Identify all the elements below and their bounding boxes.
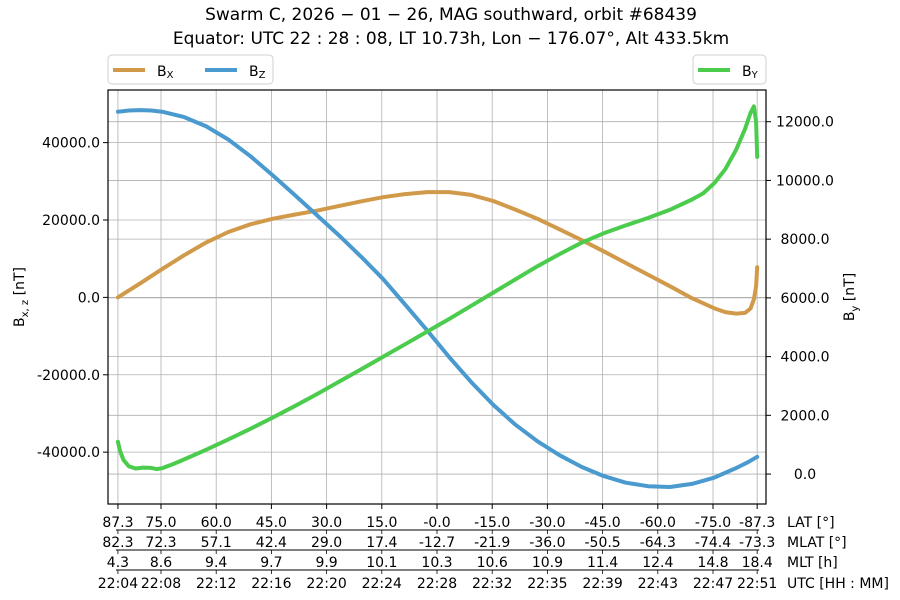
x-tick-label: -36.0 [529,535,565,551]
x-row-label: MLAT [°] [787,535,847,551]
x-tick-label: -87.3 [739,515,775,531]
x-tick-label: 22:24 [362,576,402,592]
x-tick-label: 12.4 [642,555,673,571]
x-tick-label: 22:04 [98,576,138,592]
left-tick-label: 20000.0 [42,213,100,229]
series-layer [115,104,760,489]
x-tick-label: 14.8 [697,555,728,571]
right-tick-label: 0.0 [794,467,816,483]
x-tick-label: 22:12 [196,576,236,592]
x-tick-label: 22:32 [472,576,512,592]
left-axis-label: Bx, z [nT] [12,267,31,327]
x-tick-label: 15.0 [366,515,397,531]
x-tick-label: 29.0 [311,535,342,551]
left-tick-label: -40000.0 [37,445,100,461]
chart-title: Swarm C, 2026 − 01 − 26, MAG southward, … [205,5,697,25]
x-tick-label: 75.0 [145,515,176,531]
x-tick-label: -15.0 [474,515,510,531]
left-tick-label: -20000.0 [37,368,100,384]
x-tick-label: 10.9 [532,555,563,571]
x-tick-label: -75.0 [695,515,731,531]
x-tick-label: 42.4 [256,535,287,551]
grid-horizontal-left [108,142,766,453]
x-tick-label: 9.9 [315,555,337,571]
x-tick-label: -45.0 [584,515,620,531]
x-tick-label: 22:16 [251,576,291,592]
x-tick-label: 22:20 [306,576,346,592]
x-tick-label: -60.0 [640,515,676,531]
x-tick-label: -30.0 [529,515,565,531]
right-tick-label: 10000.0 [776,173,834,189]
x-tick-label: 8.6 [150,555,172,571]
x-tick-label: 72.3 [145,535,176,551]
right-tick-label: 4000.0 [781,350,830,366]
x-tick-label: 57.1 [201,535,232,551]
series-b-y [115,104,760,472]
left-tick-label: 0.0 [78,290,100,306]
x-tick-label: -0.0 [423,515,450,531]
right-tick-label: 2000.0 [781,408,830,424]
x-tick-label: 87.3 [102,515,133,531]
x-tick-label: 22:08 [141,576,181,592]
x-tick-label: 22:28 [417,576,457,592]
x-tick-label: 10.1 [366,555,397,571]
right-tick-label: 8000.0 [781,232,830,248]
legend-left: BX BZ [107,54,274,85]
series-b-z [115,108,760,489]
right-tick-label: 6000.0 [781,291,830,307]
x-tick-label: 22:43 [638,576,678,592]
x-tick-label: 30.0 [311,515,342,531]
x-tick-label: 11.4 [587,555,618,571]
x-tick-label: -50.5 [584,535,620,551]
x-tick-label: 22:51 [737,576,777,592]
legend-right: BY [692,54,767,85]
x-tick-label: 22:35 [527,576,567,592]
x-tick-label: 22:39 [582,576,622,592]
x-tick-label: 17.4 [366,535,397,551]
x-tick-label: 22:47 [693,576,733,592]
right-y-axis: 0.0 2000.0 4000.0 6000.0 8000.0 10000.0 12000.… [766,115,834,483]
x-tick-label: 82.3 [102,535,133,551]
right-tick-label: 12000.0 [776,115,834,131]
x-row-label: UTC [HH : MM] [787,576,889,592]
x-tick-label: -73.3 [739,535,775,551]
x-tick-label: 9.7 [260,555,282,571]
x-tick-label: -21.9 [474,535,510,551]
grid-horizontal-right [108,121,766,475]
x-tick-label: -64.3 [640,535,676,551]
x-tick-label: 60.0 [201,515,232,531]
x-tick-label: 18.4 [742,555,773,571]
x-tick-label: 4.3 [107,555,129,571]
x-tick-label: -12.7 [419,535,455,551]
right-axis-label: By [nT] [842,273,861,321]
bottom-x-axis: 87.3 75.0 60.0 45.0 30.0 15.0 -0.0 -15.0 -30.0 -4… [98,504,889,592]
x-tick-label: 9.4 [205,555,227,571]
chart-subtitle: Equator: UTC 22 : 28 : 08, LT 10.73h, Lo… [173,29,729,49]
x-row-label: MLT [h] [787,555,838,571]
x-tick-label: 45.0 [256,515,287,531]
x-tick-label: -74.4 [695,535,731,551]
left-tick-label: 40000.0 [42,136,100,152]
left-y-axis: -40000.0 -20000.0 0.0 20000.0 40000.0 [37,136,108,461]
x-tick-label: 10.3 [421,555,452,571]
x-row-label: LAT [°] [787,515,835,531]
series-b-x [115,190,760,316]
x-tick-label: 10.6 [477,555,508,571]
